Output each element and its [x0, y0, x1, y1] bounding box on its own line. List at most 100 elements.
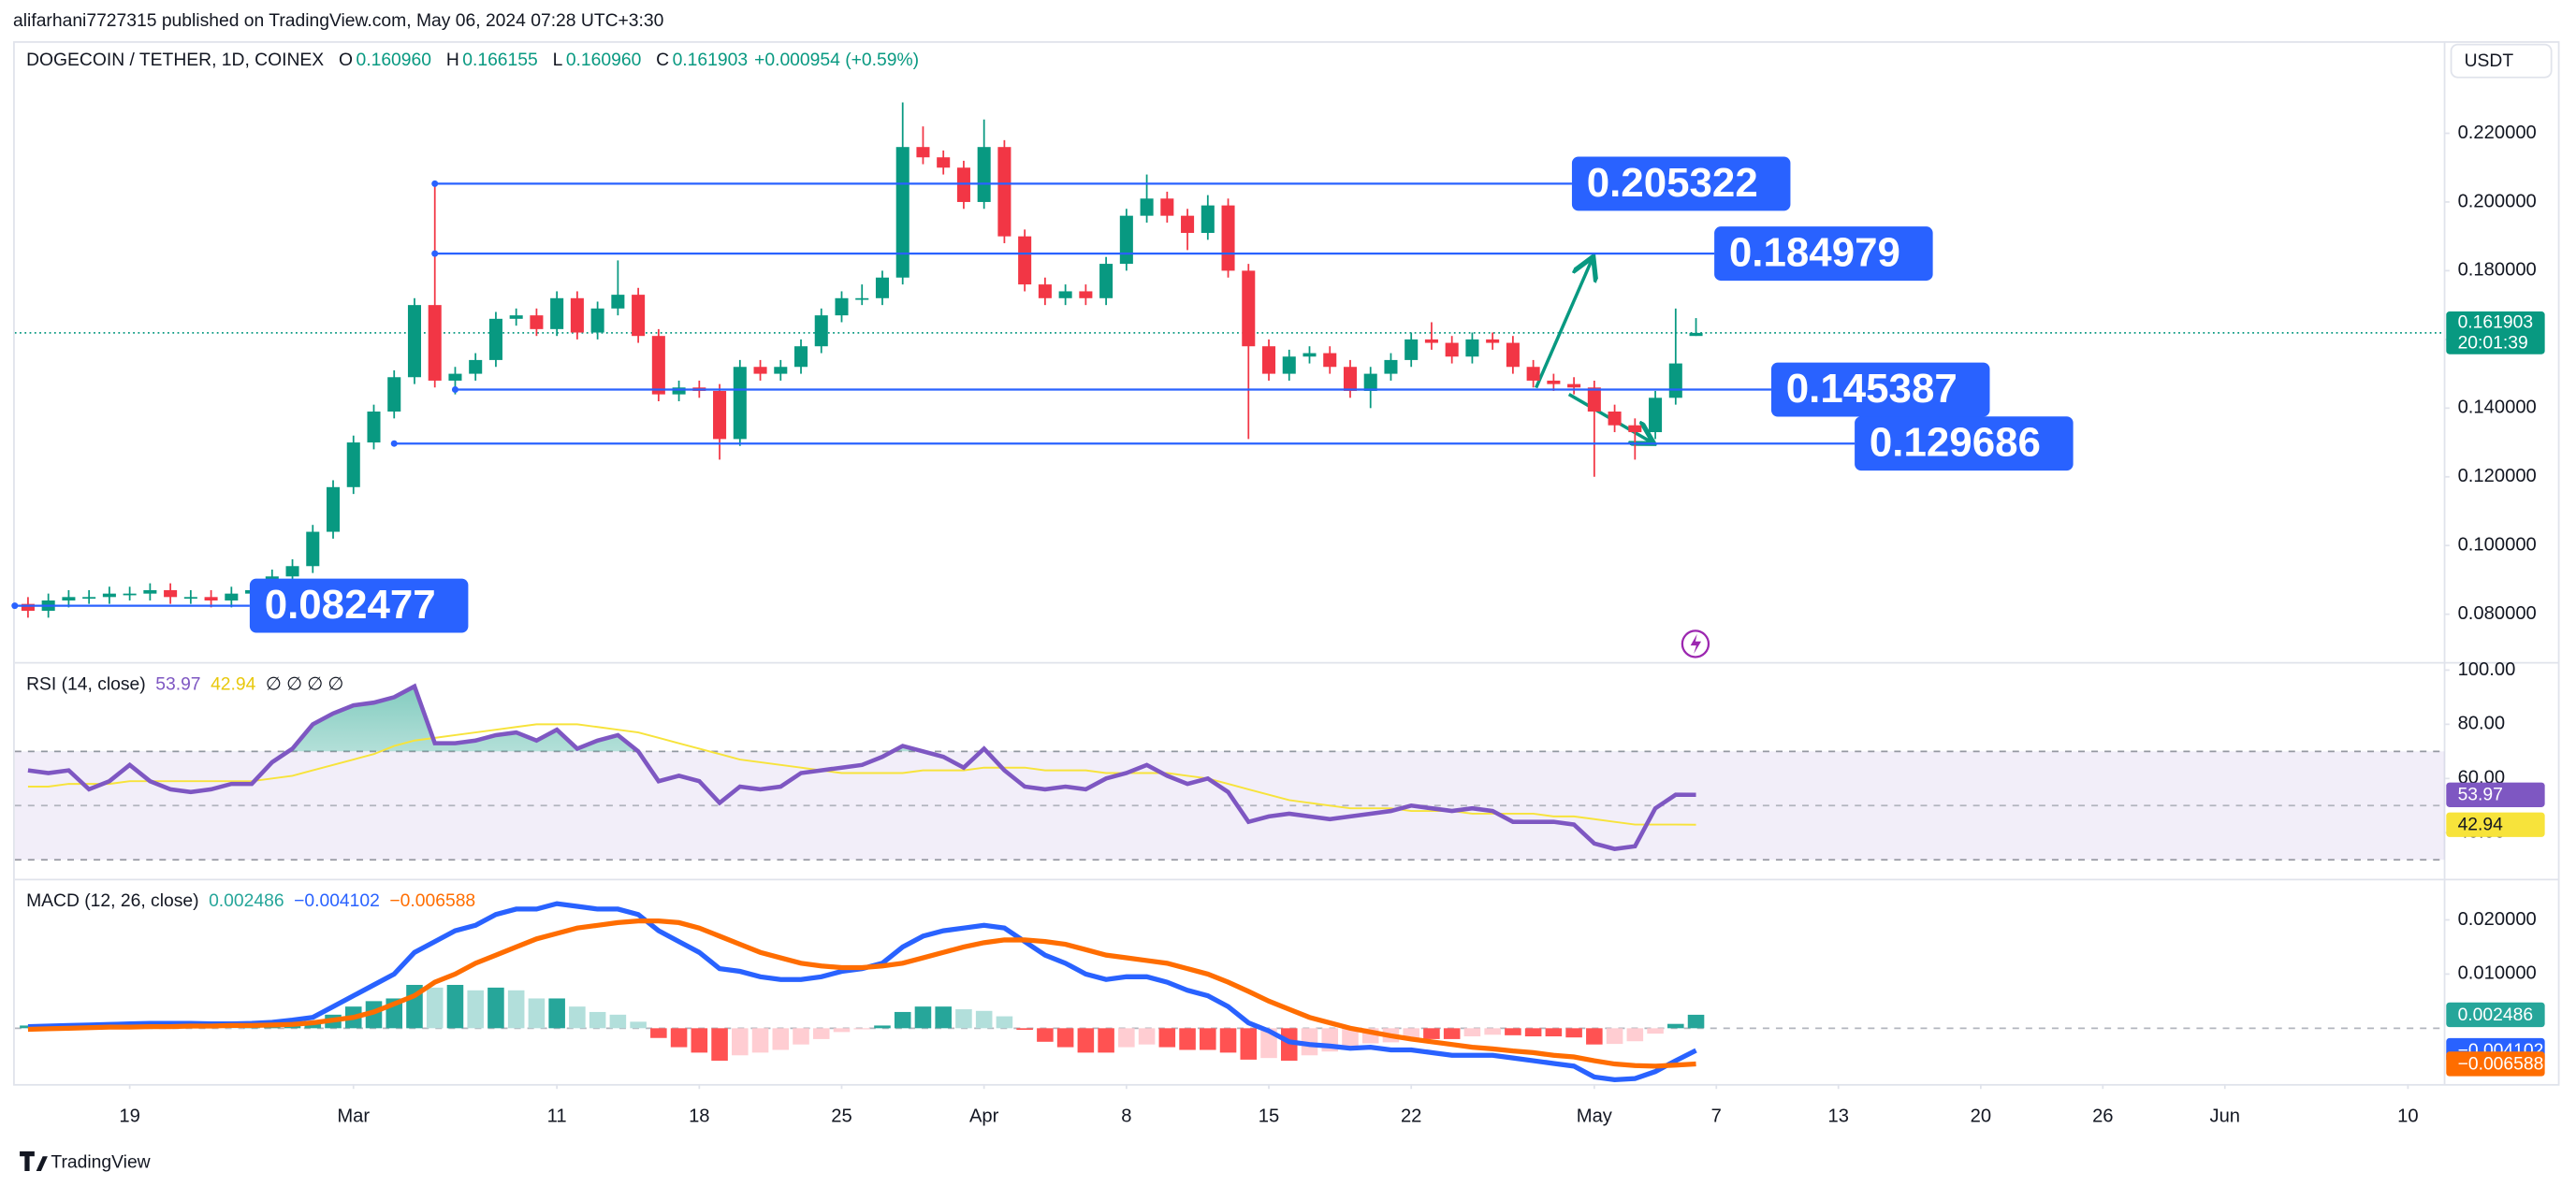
level-label: 0.184979: [1729, 229, 1900, 275]
legend-part: DOGECOIN / TETHER, 1D, COINEX: [26, 51, 324, 70]
brand: TradingView: [51, 1152, 150, 1172]
macd-pane: [14, 901, 2445, 1082]
candle-body: [407, 305, 421, 378]
candle-body: [1282, 356, 1296, 374]
macd-histogram-bar: [426, 987, 444, 1029]
candle-body: [733, 367, 747, 440]
candle-body: [1303, 353, 1317, 357]
macd-histogram-bar: [1200, 1028, 1216, 1050]
candle-body: [937, 157, 951, 168]
axis-badge-label: 42.94: [2458, 816, 2504, 835]
level-label: 0.145387: [1786, 366, 1957, 412]
candle-body: [1384, 359, 1398, 374]
level-label-box: [1571, 156, 1791, 211]
candle-body: [82, 597, 96, 600]
x-tick-label: Apr: [969, 1106, 999, 1126]
candle-body: [753, 367, 767, 374]
macd-histogram-bar: [732, 1028, 749, 1056]
price-badge-value: 0.161903: [2458, 312, 2534, 332]
candle-body: [143, 589, 157, 594]
macd-histogram-bar: [1524, 1028, 1542, 1037]
y-tick-label: 80.00: [2458, 714, 2506, 734]
macd-histogram-bar: [670, 1028, 688, 1048]
macd-histogram-bar: [1443, 1028, 1461, 1039]
macd-histogram-bar: [1037, 1028, 1054, 1042]
level-label-box: [249, 578, 469, 633]
candle-body: [550, 297, 564, 329]
macd-histogram-bar: [935, 1006, 952, 1029]
y-tick-label: 100.00: [2458, 659, 2516, 680]
currency-button[interactable]: [2450, 43, 2553, 79]
candle-body: [793, 346, 808, 368]
y-tick-label: 0.140000: [2458, 398, 2537, 418]
price-badge: [2446, 311, 2545, 354]
macd-histogram-bar: [1158, 1028, 1176, 1048]
candle-body: [1404, 339, 1419, 360]
candle-body: [1668, 363, 1682, 398]
macd-histogram-bar: [1403, 1028, 1419, 1039]
x-tick-label: 18: [689, 1106, 709, 1126]
axis-badge: [2446, 812, 2545, 837]
level-label-box: [1714, 226, 1933, 282]
macd-histogram-bar: [1342, 1028, 1359, 1049]
candle-body: [1119, 215, 1133, 265]
price-pane: [14, 102, 2445, 618]
macd-histogram-bar: [609, 1014, 627, 1029]
pane-legend: MACD (12, 26, close) 0.002486 −0.004102 −0.…: [26, 891, 475, 911]
macd-histogram-bar: [1505, 1028, 1521, 1035]
candle-body: [204, 597, 218, 600]
candle-body: [1608, 411, 1622, 426]
candle-body: [895, 147, 910, 278]
legend-extra: ∅ ∅ ∅ ∅: [266, 674, 343, 694]
macd-histogram-bar: [1179, 1028, 1196, 1050]
candle-body: [1424, 339, 1438, 343]
y-tick-label: 0.100000: [2458, 535, 2537, 556]
candle-body: [1079, 291, 1093, 298]
legend-part: O: [339, 51, 353, 70]
x-tick-label: May: [1577, 1106, 1613, 1126]
brand-logo: [20, 1150, 48, 1172]
macd-histogram-bar: [975, 1010, 993, 1029]
x-tick-label: Mar: [337, 1106, 370, 1126]
x-tick-label: 10: [2397, 1106, 2418, 1126]
axis-badge-label: −0.006588: [2458, 1054, 2544, 1074]
macd-histogram-bar: [569, 1006, 586, 1029]
level-anchor: [451, 386, 458, 394]
candle-body: [1363, 373, 1377, 391]
pane-title: MACD (12, 26, close): [26, 891, 198, 911]
alert-bolt: [1690, 633, 1702, 654]
candle-body: [713, 390, 727, 440]
macd-histogram-bar: [1016, 1028, 1033, 1031]
macd-histogram-bar: [528, 998, 546, 1029]
candle-body: [1018, 236, 1032, 285]
currency[interactable]: USDT: [2465, 51, 2514, 71]
candle-body: [102, 593, 116, 598]
level-anchor: [11, 602, 19, 610]
level-label: 0.129686: [1870, 420, 2041, 466]
candle-body: [346, 442, 360, 487]
macd-histogram-bar: [1118, 1028, 1135, 1048]
candle-body: [1343, 367, 1357, 391]
candle-body: [1160, 198, 1174, 216]
x-tick-label: 15: [1259, 1106, 1279, 1126]
macd-histogram-bar: [1240, 1028, 1258, 1060]
pane-legend: RSI (14, close) 53.97 42.94 ∅ ∅ ∅ ∅: [26, 674, 343, 694]
macd-histogram-bar: [996, 1016, 1013, 1029]
macd-histogram-bar: [589, 1011, 606, 1029]
candle-body: [916, 147, 930, 158]
macd-histogram-bar: [1565, 1028, 1582, 1038]
candle-body: [1242, 270, 1256, 347]
candle-body: [428, 305, 442, 381]
candle-body: [570, 297, 584, 333]
macd-histogram-bar: [1586, 1028, 1603, 1045]
macd-histogram-bar: [1647, 1028, 1664, 1034]
macd-histogram-bar: [1098, 1028, 1114, 1053]
macd-histogram-bar: [772, 1028, 790, 1050]
x-tick-label: 26: [2092, 1106, 2113, 1126]
y-tick-label: 0.180000: [2458, 260, 2537, 281]
macd-histogram-bar: [955, 1009, 972, 1029]
alert-icon[interactable]: [1681, 629, 1710, 658]
macd-histogram-bar: [874, 1025, 891, 1029]
pane-title: RSI (14, close): [26, 674, 146, 694]
level-label-box: [1855, 416, 2074, 471]
